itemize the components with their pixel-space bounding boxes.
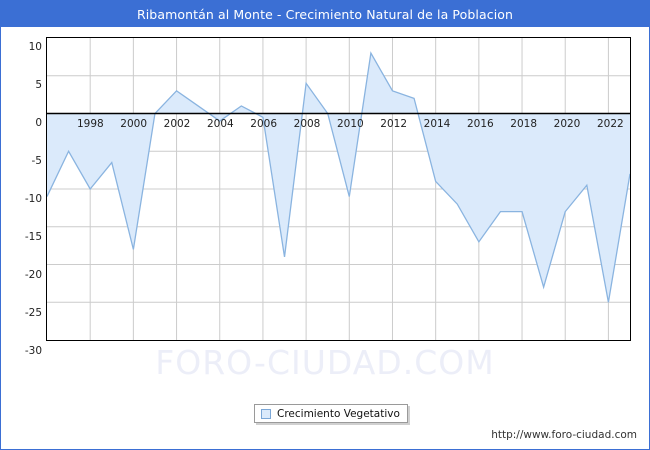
x-axis-tick-label: 2004 <box>206 118 234 130</box>
x-axis-tick-label: 1998 <box>76 118 104 130</box>
y-axis-tick-label: -30 <box>24 345 42 357</box>
data-line <box>47 51 630 303</box>
chart-svg <box>47 38 630 340</box>
plot-region: 1998 2000 2002 2004 2006 2008 2010 2012 2014 2016… <box>46 37 631 341</box>
y-axis-tick-label: -25 <box>24 307 42 319</box>
chart-legend[interactable]: Crecimiento Vegetativo <box>254 404 408 423</box>
x-axis-tick-label: 2022 <box>596 118 624 130</box>
x-axis-tick-label: 2010 <box>336 118 364 130</box>
x-axis-tick-label: 2018 <box>510 118 538 130</box>
x-axis-tick-label: 2016 <box>466 118 494 130</box>
y-axis-tick-label: -20 <box>24 269 42 281</box>
x-axis-tick-label: 2008 <box>293 118 321 130</box>
window-title-bar: Ribamontán al Monte - Crecimiento Natura… <box>1 1 649 27</box>
x-axis-tick-label: 2002 <box>163 118 191 130</box>
y-axis-tick-label: -15 <box>24 231 42 243</box>
x-axis-tick-label: 2020 <box>553 118 581 130</box>
y-axis-tick-label: 10 <box>28 41 42 53</box>
watermark: FORO-CIUDAD.COM <box>155 343 495 382</box>
y-axis-tick-label: -10 <box>24 193 42 205</box>
legend-item-label: Crecimiento Vegetativo <box>277 407 400 420</box>
source-url: http://www.foro-ciudad.com <box>491 429 637 441</box>
chart-area: 10 5 0 -5 -10 -15 -20 -25 -30 1998 2000 2002 2004 20… <box>1 27 649 449</box>
x-axis-tick-label: 2014 <box>423 118 451 130</box>
legend-swatch-icon <box>261 408 271 419</box>
y-axis-tick-label: 0 <box>35 117 42 129</box>
x-axis-tick-label: 2012 <box>380 118 408 130</box>
y-axis: 10 5 0 -5 -10 -15 -20 -25 -30 <box>1 37 42 357</box>
page-title: Ribamontán al Monte - Crecimiento Natura… <box>136 6 514 22</box>
y-axis-tick-label: 5 <box>35 79 42 91</box>
x-axis-tick-label: 2006 <box>250 118 278 130</box>
x-axis-tick-label: 2000 <box>120 118 148 130</box>
area-fill <box>47 53 630 303</box>
y-axis-tick-label: -5 <box>31 155 42 167</box>
